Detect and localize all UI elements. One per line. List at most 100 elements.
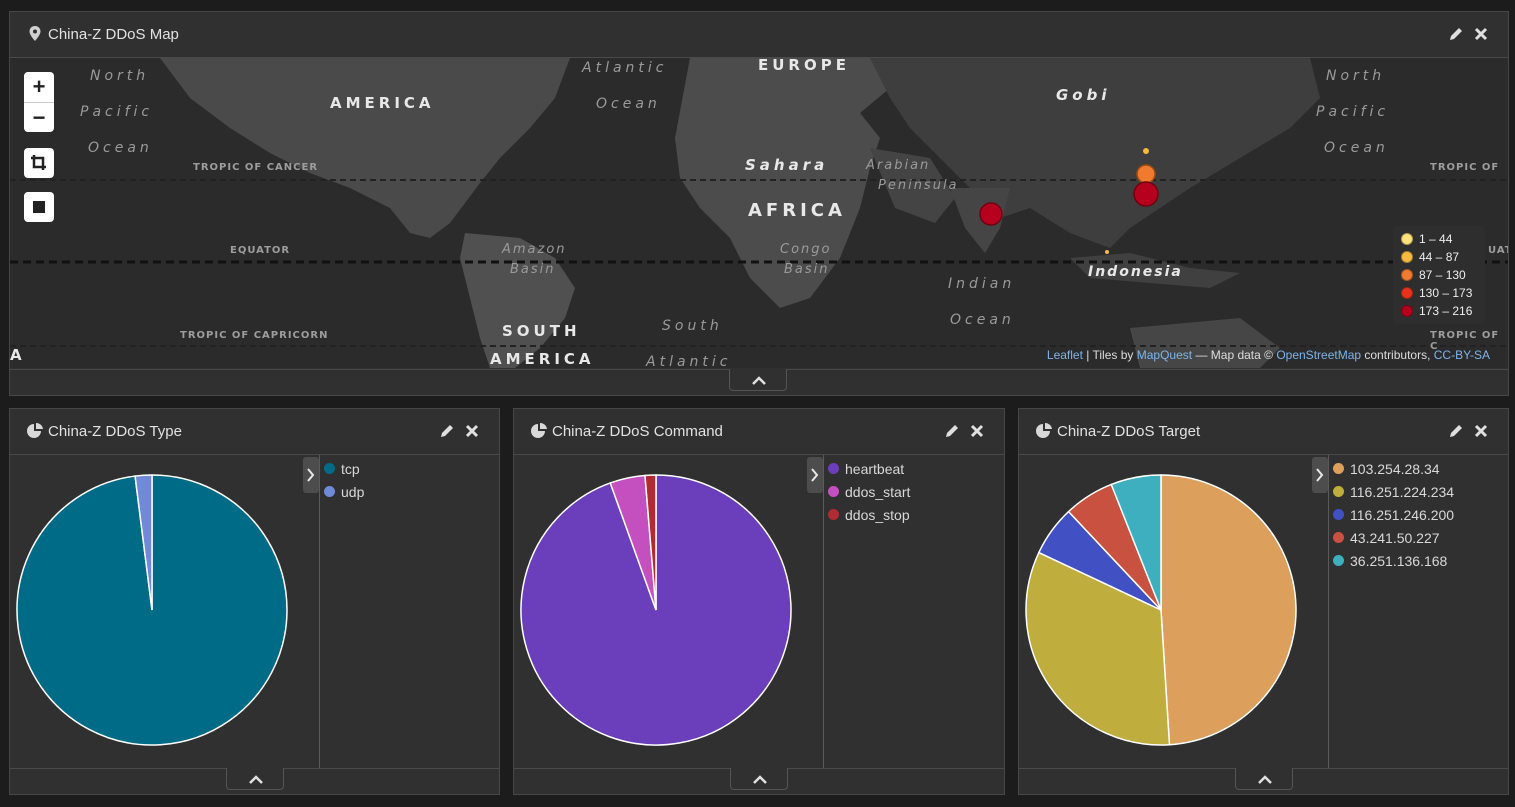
edit-pencil-icon[interactable] <box>1448 26 1464 42</box>
edit-pencil-icon[interactable] <box>1448 423 1464 439</box>
collapse-toggle[interactable] <box>730 768 788 790</box>
legend-label: 43.241.50.227 <box>1350 529 1440 546</box>
chevron-up-icon <box>249 775 263 784</box>
map-label: Atlantic <box>646 354 732 368</box>
legend-toggle[interactable] <box>1312 457 1328 493</box>
command-panel-header: China-Z DDoS Command <box>514 409 1004 455</box>
legend-item[interactable]: 36.251.136.168 <box>1333 549 1454 572</box>
type-panel: China-Z DDoS Type tcp udp <box>9 408 500 795</box>
square-icon <box>33 201 45 213</box>
legend-label: 87 – 130 <box>1419 268 1466 282</box>
zoom-out-button[interactable]: − <box>24 102 54 132</box>
crop-tool-button[interactable] <box>24 148 54 178</box>
close-icon[interactable] <box>1473 423 1489 439</box>
map-legend-item: 44 – 87 <box>1401 248 1477 266</box>
map-marker[interactable] <box>1136 164 1156 184</box>
map-panel-header: China-Z DDoS Map <box>10 12 1508 58</box>
legend-item[interactable]: heartbeat <box>828 457 910 480</box>
legend-swatch <box>1333 555 1344 566</box>
pie-slice-103-254-28-34[interactable] <box>1160 474 1297 746</box>
map-marker[interactable] <box>1105 250 1109 254</box>
map-label: North <box>90 68 150 84</box>
map-marker[interactable] <box>1133 181 1159 207</box>
legend-swatch <box>828 463 839 474</box>
pie-slice-ddos-stop[interactable] <box>644 474 657 611</box>
type-pie-chart <box>16 474 288 746</box>
legend-swatch <box>1401 287 1413 299</box>
map-label: EUROPE <box>758 58 850 74</box>
chevron-right-icon <box>1316 468 1324 482</box>
mapquest-link[interactable]: MapQuest <box>1136 348 1193 362</box>
collapse-toggle[interactable] <box>1235 768 1293 790</box>
legend-item[interactable]: 103.254.28.34 <box>1333 457 1454 480</box>
legend-item[interactable]: tcp <box>324 457 364 480</box>
map-label: TROPIC OF CANCER <box>193 162 319 173</box>
chevron-up-icon <box>753 775 767 784</box>
legend-swatch <box>1333 486 1344 497</box>
legend-label: 116.251.246.200 <box>1350 506 1455 523</box>
collapse-toggle[interactable] <box>729 369 787 391</box>
pie-slice-udp[interactable] <box>134 474 153 611</box>
legend-swatch <box>1401 269 1413 281</box>
map-legend-item: 1 – 44 <box>1401 230 1477 248</box>
legend-item[interactable]: ddos_stop <box>828 503 910 526</box>
map-label: Peninsula <box>878 178 959 193</box>
chevron-up-icon <box>752 376 766 385</box>
map-label: Pacific <box>1316 104 1390 120</box>
draw-rectangle-button[interactable] <box>24 192 54 222</box>
pie-chart-icon <box>1036 422 1052 438</box>
pie-slice-36-251-136-168[interactable] <box>1110 474 1162 611</box>
legend-label: 173 – 216 <box>1419 304 1473 318</box>
crop-icon <box>31 155 46 170</box>
pie-slice-116-251-224-234[interactable] <box>1025 551 1171 746</box>
map-label: Arabian <box>866 158 931 173</box>
legend-toggle[interactable] <box>807 457 823 493</box>
target-panel-title: China-Z DDoS Target <box>1057 423 1201 440</box>
legend-item[interactable]: 43.241.50.227 <box>1333 526 1454 549</box>
legend-label: ddos_stop <box>845 506 910 523</box>
map-label: North <box>1326 68 1386 84</box>
legend-label: tcp <box>341 460 360 477</box>
close-icon[interactable] <box>464 423 480 439</box>
legend-swatch <box>1401 305 1413 317</box>
map-tiles <box>10 58 1508 368</box>
collapse-toggle[interactable] <box>226 768 284 790</box>
legend-label: 44 – 87 <box>1419 250 1460 264</box>
map-label: AFRICA <box>748 200 846 221</box>
edit-pencil-icon[interactable] <box>944 423 960 439</box>
command-pie-chart <box>520 474 792 746</box>
map-panel: China-Z DDoS Map <box>9 11 1509 396</box>
map-marker[interactable] <box>979 202 1003 226</box>
legend-item[interactable]: udp <box>324 480 364 503</box>
openstreetmap-link[interactable]: OpenStreetMap <box>1276 348 1362 362</box>
zoom-in-button[interactable]: + <box>32 74 46 99</box>
map-label: Basin <box>784 262 830 277</box>
map-marker-icon <box>29 26 41 41</box>
close-icon[interactable] <box>1473 26 1489 42</box>
map-label: EQUATOR <box>230 245 291 256</box>
map-marker[interactable] <box>1143 148 1149 154</box>
legend-item[interactable]: ddos_start <box>828 480 910 503</box>
legend-label: 116.251.224.234 <box>1350 483 1455 500</box>
map-legend-item: 130 – 173 <box>1401 284 1477 302</box>
world-map[interactable]: North Pacific Ocean AMERICA Atlantic Oce… <box>10 58 1508 368</box>
map-label: AMERICA <box>330 94 435 112</box>
legend-item[interactable]: 116.251.224.234 <box>1333 480 1454 503</box>
chevron-right-icon <box>307 468 315 482</box>
map-legend-item: 173 – 216 <box>1401 302 1477 320</box>
attribution-text: | Tiles by <box>1082 348 1137 362</box>
panel-footer <box>10 369 1508 395</box>
map-attribution: Leaflet | Tiles by MapQuest — Map data ©… <box>1047 348 1490 362</box>
panel-footer <box>514 768 1004 794</box>
edit-pencil-icon[interactable] <box>439 423 455 439</box>
command-legend: heartbeat ddos_start ddos_stop <box>823 455 910 768</box>
close-icon[interactable] <box>969 423 985 439</box>
legend-swatch <box>828 486 839 497</box>
map-label: Congo <box>780 242 832 257</box>
map-label: Gobi <box>1056 86 1111 104</box>
target-panel: China-Z DDoS Target 103.254.28.34 116.251… <box>1018 408 1509 795</box>
license-link[interactable]: CC-BY-SA <box>1433 348 1490 362</box>
leaflet-link[interactable]: Leaflet <box>1046 348 1083 362</box>
legend-toggle[interactable] <box>303 457 319 493</box>
legend-item[interactable]: 116.251.246.200 <box>1333 503 1454 526</box>
